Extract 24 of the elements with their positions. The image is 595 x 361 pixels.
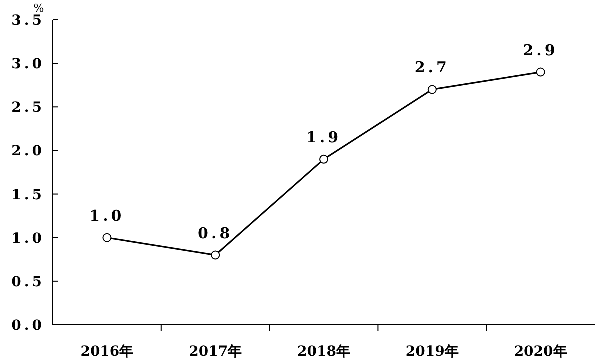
point bbox=[211, 250, 220, 260]
point bbox=[536, 68, 546, 77]
y-tick-label: 1.0 bbox=[12, 230, 45, 247]
point bbox=[102, 233, 112, 242]
y-tick-label: 3.0 bbox=[12, 56, 45, 73]
x-tick-label: 2020年 bbox=[514, 344, 568, 360]
y-tick-label: 2.0 bbox=[12, 144, 45, 160]
data-label: 0.8 bbox=[198, 224, 234, 242]
data-label: 1.9 bbox=[306, 128, 342, 146]
y-tick-label: 0.5 bbox=[12, 274, 45, 290]
data-label: 1.0 bbox=[90, 206, 125, 225]
x-tick-label: 2017年 bbox=[189, 344, 242, 360]
data-label: 2.7 bbox=[414, 58, 450, 77]
y-tick-label: 2.5 bbox=[12, 100, 45, 116]
x-tick-label: 2019年 bbox=[406, 344, 459, 360]
x-tick-label: 2018年 bbox=[298, 344, 350, 360]
data-label: 2.9 bbox=[523, 41, 558, 60]
x-tick-label: 2016年 bbox=[80, 344, 134, 360]
point bbox=[320, 154, 328, 164]
point bbox=[428, 85, 437, 94]
y-tick-label: 1.5 bbox=[12, 187, 45, 204]
y-axis-title: % bbox=[34, 2, 44, 15]
y-tick-label: 3.5 bbox=[12, 13, 45, 29]
y-tick-label: 0.0 bbox=[12, 318, 45, 334]
